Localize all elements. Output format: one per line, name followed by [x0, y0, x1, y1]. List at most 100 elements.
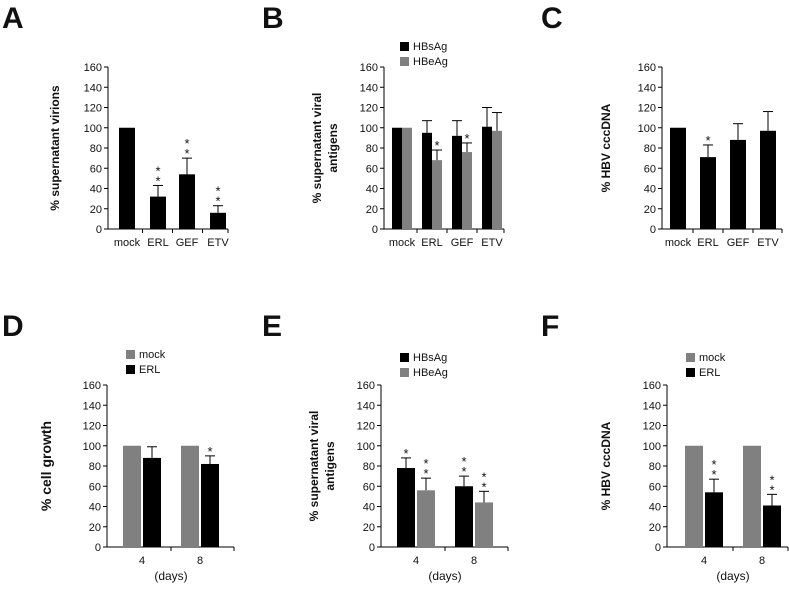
y-tick-label: 120 [638, 103, 656, 115]
significance-marker: * [215, 184, 220, 199]
significance-marker: * [461, 454, 466, 469]
legend-swatch [126, 365, 135, 374]
legend-swatch [400, 353, 409, 362]
y-axis-label: antigens [323, 441, 337, 491]
y-tick-label: 140 [638, 82, 656, 94]
y-tick-label: 60 [89, 481, 101, 493]
x-tick-label: 4 [413, 555, 419, 567]
x-axis-label: (days) [716, 569, 749, 583]
legend-label: HBsAg [413, 41, 447, 53]
x-tick-label: GEF [451, 237, 474, 249]
legend-label: ERL [139, 364, 160, 376]
x-tick-label: mock [665, 237, 692, 249]
significance-marker: * [705, 133, 710, 148]
y-tick-label: 100 [643, 441, 661, 453]
bar-mock-4 [123, 445, 141, 547]
y-tick-label: 120 [360, 103, 378, 115]
y-tick-label: 0 [372, 224, 378, 236]
legend-label: HBeAg [413, 56, 448, 68]
significance-marker: * [711, 457, 716, 472]
x-tick-label: GEF [176, 237, 199, 249]
y-axis-label: % supernatant virions [48, 85, 62, 211]
bar-virions-gef [179, 174, 195, 229]
bar-erl-8 [763, 505, 781, 547]
y-tick-label: 100 [357, 441, 375, 453]
significance-marker: * [769, 472, 774, 487]
significance-marker: * [711, 467, 716, 482]
panel-b: B 0 20 40 60 80 100 120 140 160 % supernatant vira… [262, 2, 505, 249]
y-tick-label: 140 [83, 400, 101, 412]
y-axis-label: antigens [326, 123, 340, 173]
y-tick-label: 40 [89, 502, 101, 514]
y-tick-label: 40 [366, 184, 378, 196]
bar-hbeag-8 [475, 502, 493, 547]
y-tick-label: 120 [357, 421, 375, 433]
bar-hbsag-mock [392, 127, 402, 229]
y-tick-label: 0 [655, 542, 661, 554]
bar-erl-8 [201, 463, 219, 547]
x-tick-label: 8 [471, 555, 477, 567]
significance-marker: * [184, 136, 189, 151]
x-axis-label: (days) [154, 569, 187, 583]
y-tick-label: 20 [363, 522, 375, 534]
bar-hbsag-etv [482, 126, 492, 229]
legend-swatch [686, 368, 695, 377]
y-axis-label: % HBV cccDNA [599, 421, 613, 510]
panel-letter: D [2, 310, 24, 343]
bar-hbeag-etv [492, 130, 502, 229]
significance-marker: * [481, 469, 486, 484]
legend-label: mock [699, 352, 726, 364]
bar-hbsag-8 [455, 486, 473, 547]
y-tick-label: 0 [96, 224, 102, 236]
y-tick-label: 160 [83, 380, 101, 392]
y-tick-label: 80 [366, 143, 378, 155]
x-tick-label: 4 [701, 555, 707, 567]
bar-cccdna-etv [760, 130, 776, 229]
y-tick-label: 140 [357, 400, 375, 412]
x-axis-label: (days) [428, 569, 461, 583]
significance-marker: * [464, 131, 469, 146]
bar-cccdna-mock [670, 127, 686, 229]
y-tick-label: 120 [83, 421, 101, 433]
y-tick-label: 100 [84, 123, 102, 135]
y-tick-label: 20 [366, 204, 378, 216]
panel-letter: A [2, 2, 24, 35]
bar-hbeag-mock [402, 127, 412, 229]
x-tick-label: GEF [727, 237, 750, 249]
y-tick-label: 40 [644, 184, 656, 196]
y-tick-label: 160 [638, 62, 656, 74]
significance-marker: * [769, 482, 774, 497]
legend-label: mock [139, 349, 166, 361]
legend-label: ERL [699, 367, 720, 379]
legend: mock ERL [126, 349, 166, 376]
panel-e: E 0 20 40 60 80 100 120 140 160 % supernatant vira… [262, 310, 509, 583]
significance-marker: * [215, 194, 220, 209]
y-tick-label: 120 [84, 103, 102, 115]
y-tick-label: 140 [643, 400, 661, 412]
x-tick-label: ERL [147, 237, 168, 249]
x-tick-label: 4 [139, 555, 145, 567]
y-tick-label: 80 [649, 461, 661, 473]
legend-label: HBsAg [413, 352, 447, 364]
y-tick-label: 80 [644, 143, 656, 155]
y-tick-label: 60 [366, 163, 378, 175]
significance-marker: * [155, 173, 160, 188]
y-tick-label: 80 [89, 461, 101, 473]
y-tick-label: 140 [360, 82, 378, 94]
significance-marker: * [423, 466, 428, 481]
significance-marker: * [184, 146, 189, 161]
legend-swatch [686, 353, 695, 362]
legend: HBsAg HBeAg [400, 41, 448, 68]
significance-marker: * [481, 479, 486, 494]
significance-marker: * [207, 444, 212, 459]
x-tick-label: ETV [481, 237, 503, 249]
y-tick-label: 20 [644, 204, 656, 216]
x-tick-label: ERL [697, 237, 718, 249]
legend-label: HBeAg [413, 367, 448, 379]
legend: HBsAg HBeAg [400, 352, 448, 379]
y-tick-label: 80 [363, 461, 375, 473]
bar-virions-etv [210, 212, 226, 229]
bar-erl-4 [143, 457, 161, 547]
significance-marker: * [423, 456, 428, 471]
